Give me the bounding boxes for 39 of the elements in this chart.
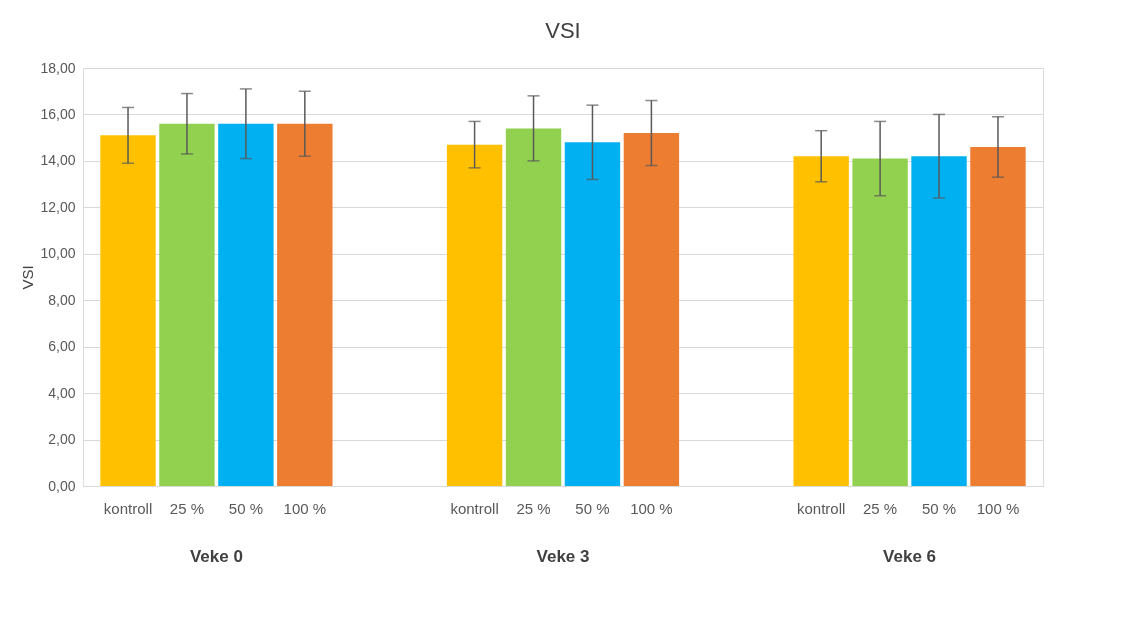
text: 25 % [516,500,551,517]
series-label: 100 % [283,500,327,517]
bar [623,133,680,486]
text: 50 % [921,500,957,517]
bar [505,128,562,486]
y-tick-label: 6,00 [48,338,76,355]
bar [100,135,156,486]
bar [793,156,849,486]
series-label: kontroll [103,500,153,517]
x-tick-label: Veke 3 [536,546,590,566]
y-axis-title: VSI [19,265,37,290]
bar [277,123,333,486]
chart-title: VSI [545,18,581,43]
text: kontroll [796,500,846,517]
y-tick-label: 18,00 [40,59,76,76]
series-label: 25 % [169,500,205,517]
text: kontroll [450,500,499,517]
y-tick-label: 8,00 [48,291,76,308]
text: 100 % [976,500,1020,517]
bar [159,123,215,486]
y-tick-label: 12,00 [40,198,76,215]
text: 100 % [630,500,673,517]
text: 50 % [575,500,610,517]
y-tick-label: 2,00 [48,431,76,448]
bar [970,146,1026,486]
x-tick-label: Veke 6 [883,546,937,566]
y-tick-label: 4,00 [48,384,76,401]
series-label: 50 % [228,500,263,517]
y-tick-label: 0,00 [48,477,76,494]
bar [564,142,621,486]
bar [446,144,503,486]
text: 25 % [863,500,898,517]
bar [218,123,274,486]
y-tick-label: 10,00 [40,245,76,262]
y-tick-label: 14,00 [40,152,76,169]
x-tick-label: Veke 0 [189,546,243,566]
y-tick-label: 16,00 [40,105,76,122]
bar [911,156,967,486]
bar [852,158,908,486]
